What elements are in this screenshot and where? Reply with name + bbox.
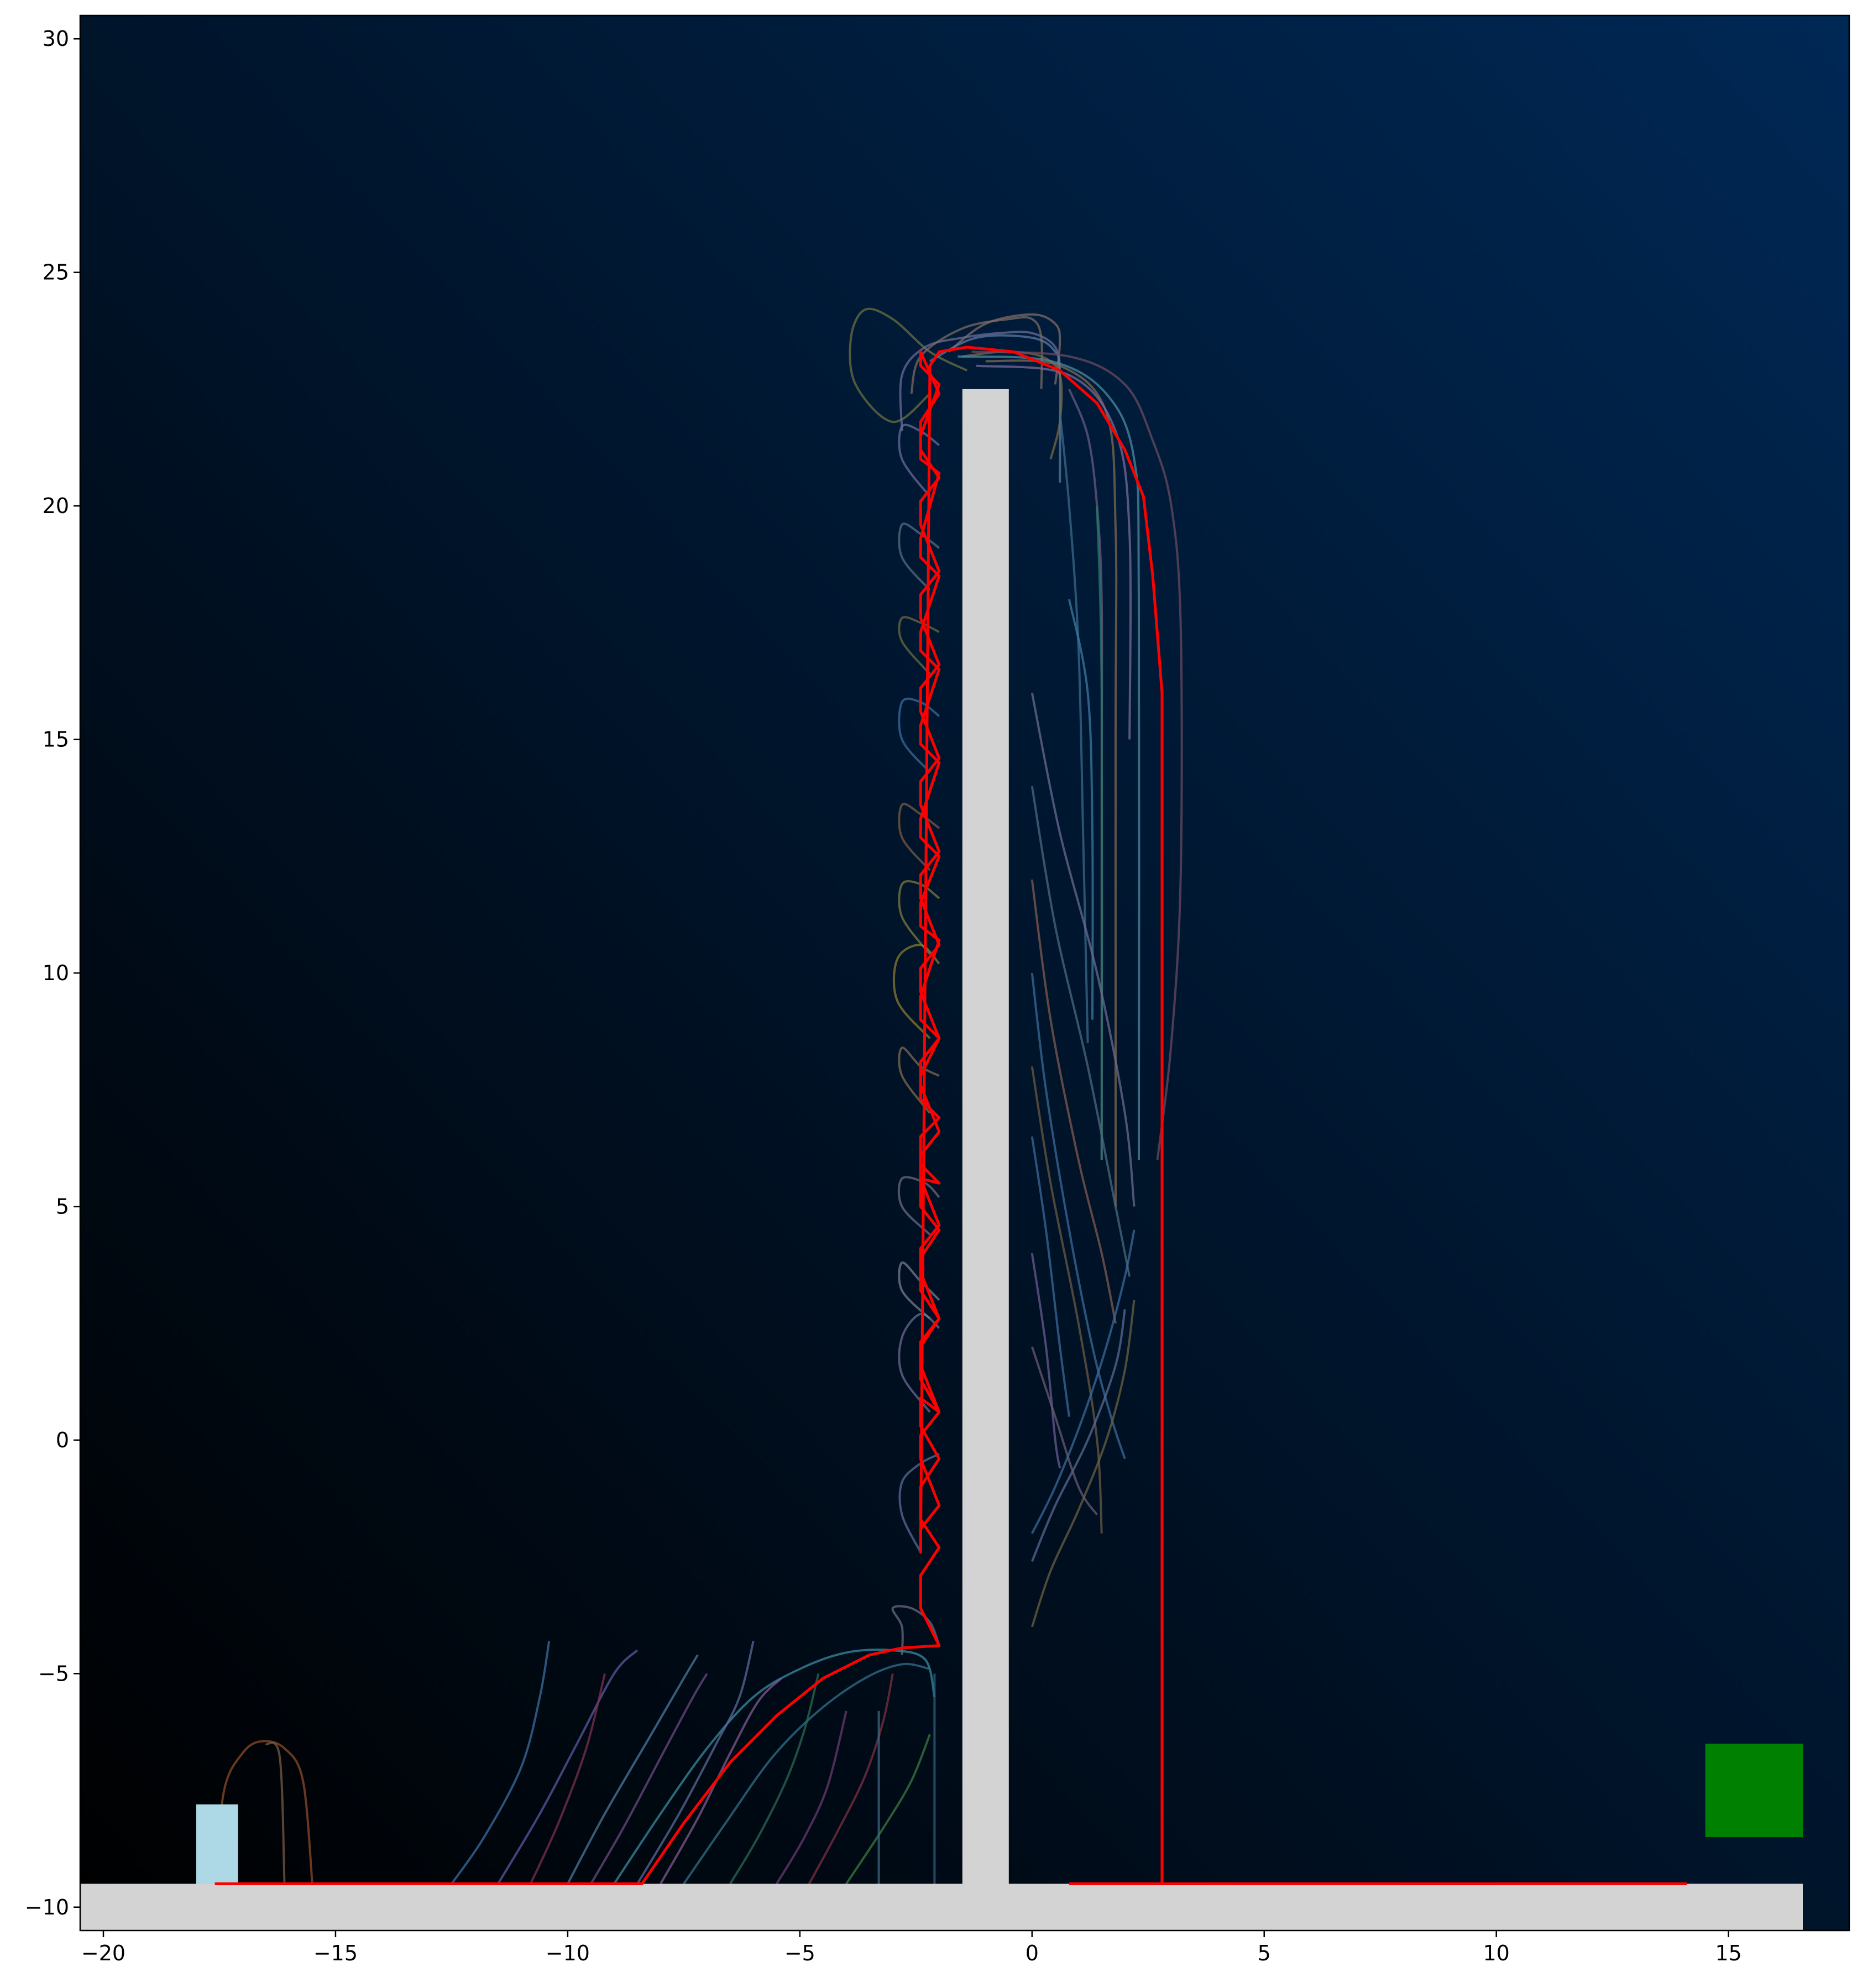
trajectory-9 — [636, 1640, 755, 1885]
start-marker — [196, 1804, 238, 1884]
trajectory-2 — [265, 1741, 286, 1884]
trajectory-10 — [660, 1677, 782, 1885]
trajectory-13 — [776, 1710, 847, 1885]
trajectory-3 — [451, 1640, 551, 1885]
trajectories — [213, 307, 1183, 1885]
trajectory-32 — [899, 331, 1061, 431]
trajectory-18 — [891, 1605, 940, 1655]
y-tick-label: −10 — [25, 1895, 69, 1919]
trajectory-42 — [971, 350, 1183, 1160]
trajectory-14 — [808, 1673, 894, 1885]
x-tick-label: −15 — [313, 1941, 358, 1965]
y-tick-label: 25 — [43, 260, 69, 285]
trajectory-53 — [1030, 1300, 1136, 1628]
trajectory-54 — [1030, 1309, 1126, 1562]
x-tick-label: 5 — [1258, 1941, 1271, 1965]
trajectory-8 — [613, 1648, 936, 1885]
trajectory-6 — [567, 1654, 699, 1885]
x-tick-label: 10 — [1483, 1941, 1510, 1965]
trajectory-44 — [1096, 506, 1103, 1160]
goal-marker — [1705, 1744, 1803, 1838]
y-axis: −10 −5 0 5 10 15 20 25 30 — [25, 27, 80, 1919]
trajectory-51 — [1030, 692, 1136, 1207]
x-tick-label: −10 — [546, 1941, 590, 1965]
y-tick-label: 20 — [43, 494, 69, 518]
trajectory-15 — [845, 1734, 931, 1885]
x-axis: −20 −15 −10 −5 0 5 10 15 — [81, 1931, 1742, 1965]
trajectory-46 — [1030, 1136, 1070, 1417]
trajectory-22 — [897, 1176, 940, 1236]
y-tick-label: −5 — [38, 1661, 69, 1686]
trajectory-55 — [1030, 1346, 1098, 1516]
trajectory-5 — [529, 1673, 606, 1885]
trajectory-48 — [1030, 972, 1126, 1459]
y-tick-label: 5 — [56, 1194, 69, 1218]
trajectory-47 — [1030, 1066, 1103, 1534]
x-tick-label: −5 — [784, 1941, 815, 1965]
trajectory-28 — [898, 616, 940, 675]
y-tick-label: 0 — [56, 1428, 69, 1452]
x-tick-label: 15 — [1715, 1941, 1741, 1965]
x-tick-label: −20 — [81, 1941, 125, 1965]
wall-obstacle — [962, 389, 1009, 1884]
x-tick-label: 0 — [1026, 1941, 1039, 1965]
trajectory-7 — [590, 1673, 708, 1885]
trajectory-45 — [1030, 1253, 1061, 1468]
trajectory-27 — [898, 697, 940, 773]
trajectory-43 — [1068, 599, 1094, 1020]
trajectory-39 — [985, 359, 1118, 1207]
trajectory-49 — [1030, 879, 1117, 1324]
trajectory-40 — [976, 364, 1132, 740]
trajectory-4 — [497, 1649, 639, 1885]
trajectory-12 — [729, 1673, 820, 1885]
trajectory-34 — [948, 313, 1061, 385]
y-tick-label: 10 — [43, 961, 69, 985]
trajectory-19 — [898, 1453, 940, 1553]
trajectory-50 — [1030, 786, 1131, 1277]
ground-obstacle — [80, 1884, 1803, 1931]
trajectory-52 — [1030, 1230, 1136, 1534]
y-tick-label: 15 — [43, 728, 69, 752]
best-path — [214, 346, 1164, 1886]
y-tick-label: 30 — [43, 27, 69, 51]
